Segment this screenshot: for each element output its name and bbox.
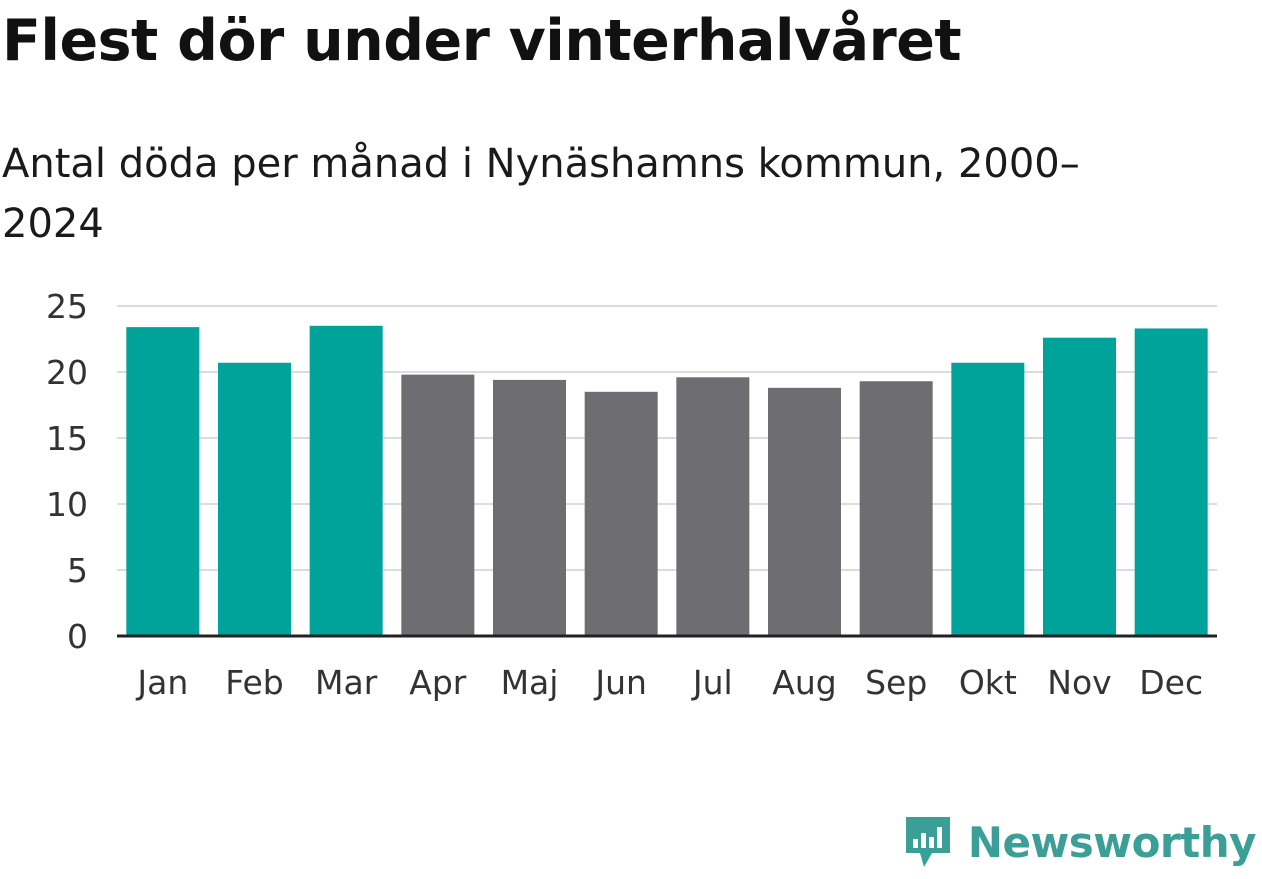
y-tick-label: 5 [67, 551, 88, 590]
bar-apr [401, 374, 475, 636]
y-axis-ticks: 0 5 10 15 20 25 [46, 287, 88, 656]
x-category-label: Jun [593, 663, 647, 702]
bar-jul [676, 377, 750, 636]
bar-chart: 0 5 10 15 20 25 Jan Feb Mar Apr Maj Jun Jul Aug Sep Ok… [46, 287, 1217, 702]
x-category-label: Dec [1139, 663, 1203, 702]
bar-jun [584, 391, 658, 636]
x-category-label: Apr [409, 663, 467, 702]
bar-okt [951, 362, 1025, 636]
y-tick-label: 20 [46, 353, 88, 392]
bar-jan [126, 327, 200, 636]
bar-dec [1134, 328, 1208, 636]
bar-feb [218, 362, 291, 636]
bar-sep [859, 381, 933, 636]
chart-title: Flest dör under vinterhalvåret [2, 8, 962, 74]
bar-aug [768, 387, 841, 636]
x-category-label: Nov [1047, 663, 1111, 702]
x-category-label: Mar [315, 663, 378, 702]
y-tick-label: 25 [46, 287, 88, 326]
bars [126, 325, 1208, 636]
bar-nov [1043, 337, 1116, 636]
y-tick-label: 0 [67, 617, 88, 656]
x-category-label: Maj [501, 663, 559, 702]
bar-maj [493, 379, 566, 636]
newsworthy-logo: Newsworthy [902, 813, 1257, 871]
x-category-label: Sep [865, 663, 927, 702]
x-category-label: Aug [772, 663, 836, 702]
bar-mar [309, 325, 383, 636]
brand-name: Newsworthy [967, 817, 1257, 867]
x-category-label: Jul [691, 663, 733, 702]
x-category-label: Feb [225, 663, 283, 702]
chart-subtitle: Antal döda per månad i Nynäshamns kommun… [2, 141, 1080, 247]
x-category-label: Jan [135, 663, 188, 702]
x-category-label: Okt [959, 663, 1017, 702]
grid-lines [117, 305, 1217, 571]
x-axis-labels: Jan Feb Mar Apr Maj Jun Jul Aug Sep Okt Nov Dec [135, 663, 1203, 702]
y-tick-label: 15 [46, 419, 88, 458]
newsworthy-logo-icon [905, 817, 950, 867]
y-tick-label: 10 [46, 485, 88, 524]
